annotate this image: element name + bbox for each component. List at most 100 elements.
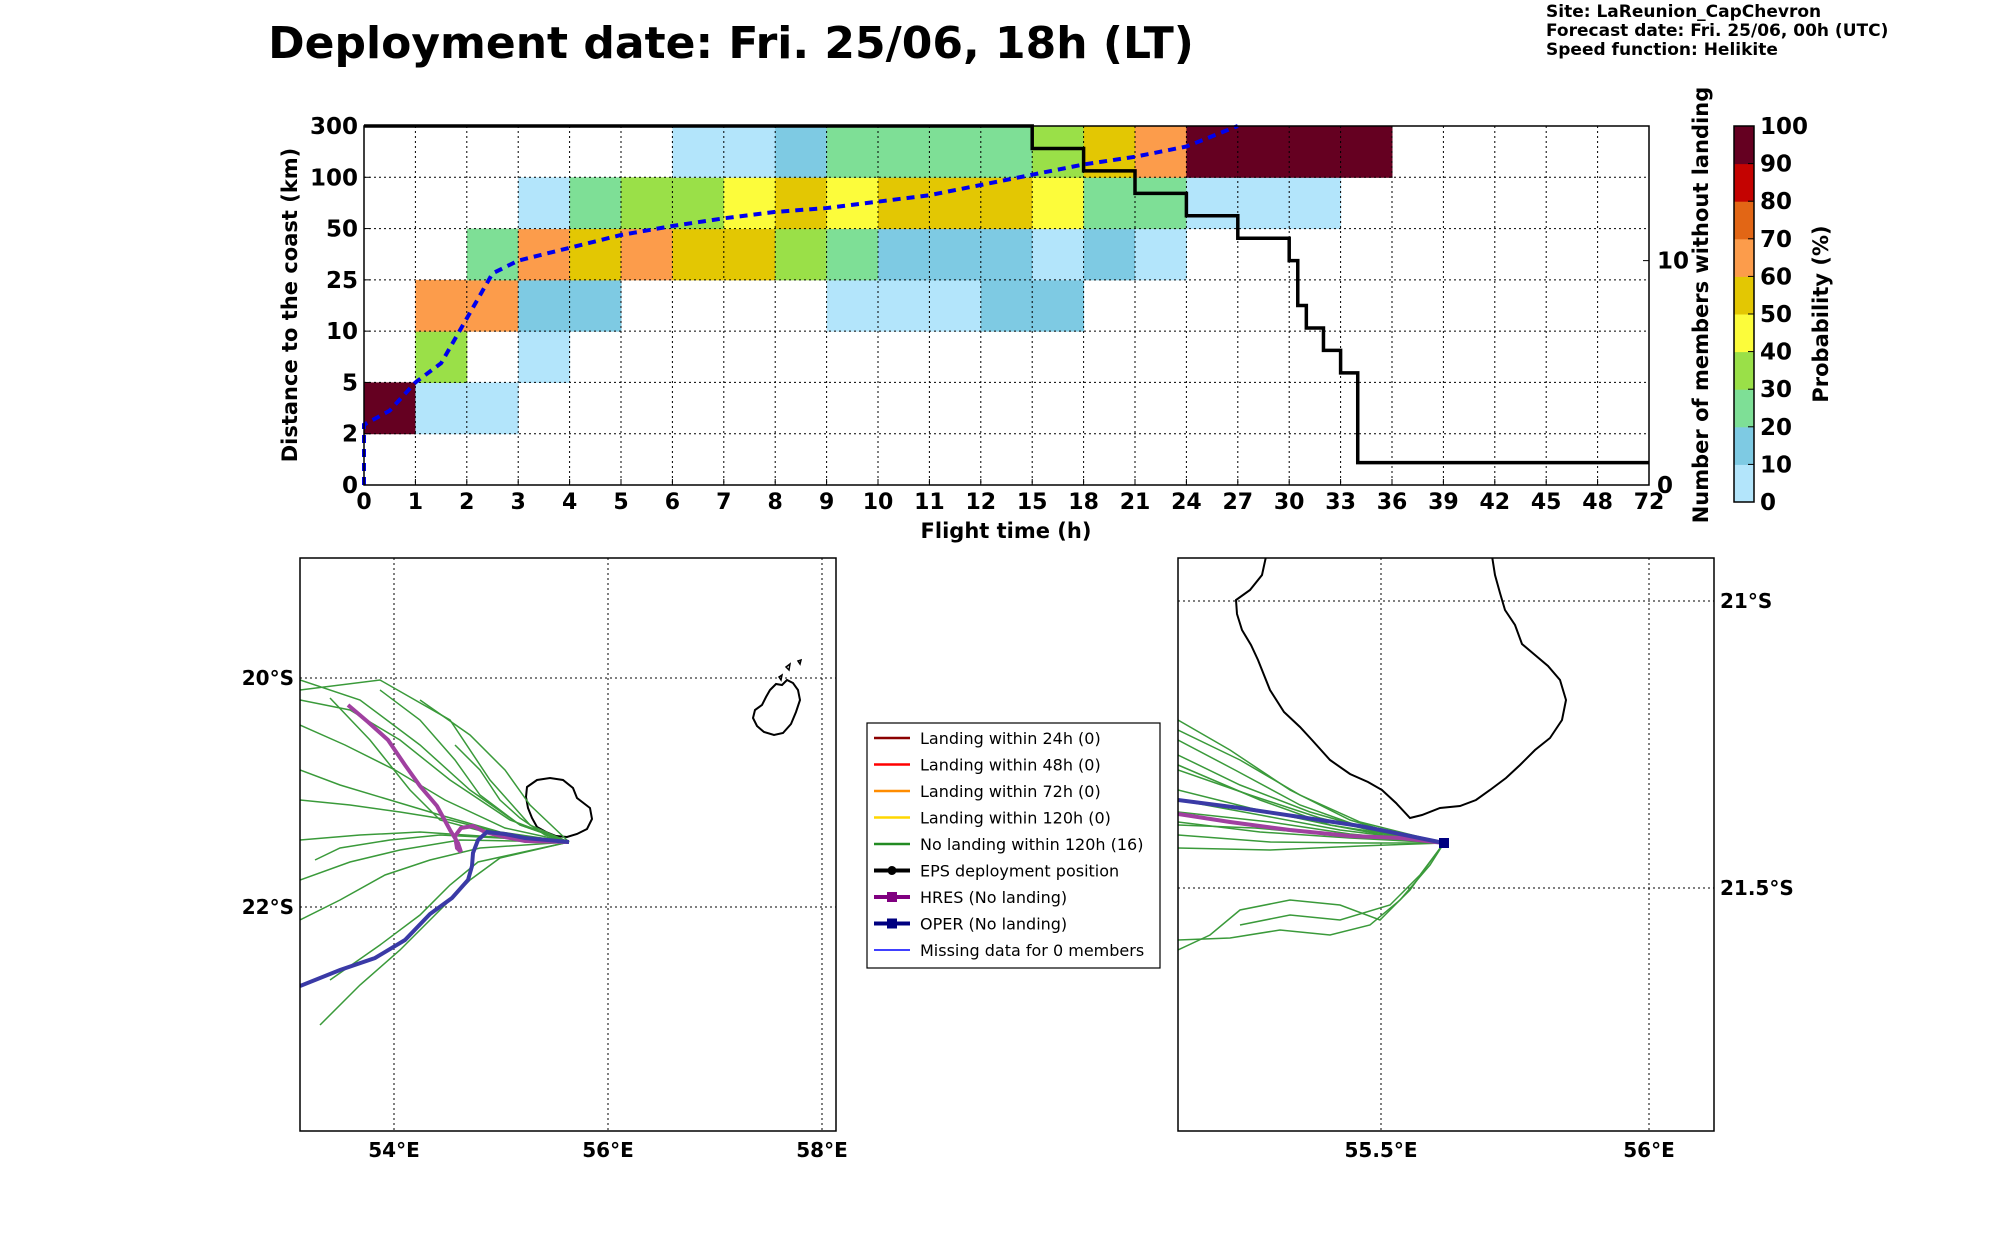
heatmap-cell [1289,177,1342,230]
x-tick-label: 6 [665,490,680,515]
x-tick-label: 45 [1531,490,1562,515]
heatmap-cell [672,228,725,281]
x-tick-label: 2 [459,490,474,515]
legend-label: EPS deployment position [920,862,1119,881]
heatmap-cell [775,177,828,230]
x-tick-label: 3 [511,490,526,515]
legend-label: HRES (No landing) [920,888,1067,907]
forecast-date-label: Forecast date: Fri. 25/06, 00h (UTC) [1546,21,1889,41]
legend-label: Landing within 72h (0) [920,782,1101,801]
legend: Landing within 24h (0) Landing within 48h… [866,722,1161,969]
heatmap-cell [518,228,571,281]
x-tick-label: 10 [863,490,894,515]
colorbar-segment [1734,238,1754,277]
x-tick-label: 36 [1377,490,1408,515]
colorbar: 0 10 20 30 40 50 60 70 80 90 100 [1734,114,1808,516]
colorbar-segment [1734,464,1754,503]
colorbar-segment [1734,389,1754,428]
x-tick-label: 5 [613,490,628,515]
x-tick-label: 72 [1634,490,1665,515]
heatmap-cell [878,279,930,332]
colorbar-tick-label: 0 [1760,490,1776,516]
y-axis-label: Distance to the coast (km) [278,148,302,463]
map-lat-label: 20°S [242,666,294,690]
colorbar-frame [1733,125,1755,503]
left-map-ticks: 54°E 56°E 58°E 20°S 22°S [242,666,848,1162]
heatmap-grid [364,126,1649,485]
deployment-position-marker [1439,838,1449,848]
speed-function-label: Speed function: Helikite [1546,40,1778,60]
y-tick-label: 2 [342,422,358,448]
heatmap-cell [1237,177,1290,230]
heatmap-lines [362,124,1649,485]
colorbar-segment [1734,126,1754,165]
left-map-frame [299,557,837,1132]
map-lon-label: 55.5°E [1344,1138,1417,1162]
y-tick-label: 300 [310,114,358,140]
heatmap-cell [1032,177,1085,230]
heatmap-cell [826,279,879,332]
x-tick-label: 4 [562,490,577,515]
ensemble-track [1178,754,1445,844]
heatmap-cell [1032,279,1085,332]
mauritius-islet [777,658,803,682]
heatmap-cell [1083,177,1136,230]
colorbar-tick-label: 90 [1760,152,1792,178]
colorbar-tick-label: 20 [1760,415,1792,441]
right-map-ticks: 55.5°E 56°E 21°S 21.5°S [1344,589,1793,1162]
legend-label: Landing within 48h (0) [920,756,1101,775]
heatmap-cell [826,126,879,178]
y-tick-label: 0 [342,473,358,499]
heatmap-cell [1186,177,1239,230]
heatmap-cell [826,228,879,281]
heatmap-cell [878,228,930,281]
heatmap-cell [569,279,622,332]
colorbar-segment [1734,426,1754,465]
heatmap-cell [723,177,776,230]
colorbar-segment [1734,351,1754,390]
legend-label: Missing data for 0 members [920,941,1144,960]
left-map-grid [300,558,836,1131]
colorbar-segment [1734,276,1754,315]
heatmap-cell [929,279,982,332]
heatmap-cell [1340,126,1393,178]
heatmap-cell [569,177,622,230]
ensemble-track [1178,834,1444,844]
x-tick-label: 9 [819,490,834,515]
y-tick-label: 50 [326,217,358,243]
legend-marker [887,918,897,929]
heatmap-cell [1135,228,1187,281]
colorbar-segment [1734,201,1754,240]
y2-tick-label: 10 [1657,249,1689,275]
x-tick-label: 18 [1068,490,1099,515]
heatmap-cell [980,177,1033,230]
ensemble-track [300,679,570,843]
heatmap-cell [1032,228,1085,281]
x-tick-label: 42 [1479,490,1510,515]
oper-track-right [1178,798,1445,845]
mean-distance-line [362,124,1239,485]
heatmap-cell [980,126,1033,178]
colorbar-tick-label: 10 [1760,452,1792,478]
heatmap-cell [1237,126,1290,178]
colorbar-segment [1734,163,1754,202]
heatmap-cell [723,228,776,281]
y-tick-label: 5 [342,370,358,396]
right-map: 55.5°E 56°E 21°S 21.5°S [1177,557,1794,1162]
left-map-tracks [300,679,570,1026]
heatmap-cell [878,126,930,178]
site-label: Site: LaReunion_CapChevron [1546,2,1822,22]
heatmap-cell [415,279,468,332]
map-lon-label: 56°E [582,1138,634,1162]
heatmap-cell [929,228,982,281]
x-tick-label: 30 [1274,490,1305,515]
heatmap-cell [929,126,982,178]
legend-label: Landing within 24h (0) [920,729,1101,748]
colorbar-tick-label: 30 [1760,377,1792,403]
heatmap-cell [775,126,828,178]
heatmap-cell [415,382,468,435]
members-without-landing-line [364,124,1649,465]
heatmap-cell [1186,126,1239,178]
colorbar-tick-label: 60 [1760,264,1792,290]
